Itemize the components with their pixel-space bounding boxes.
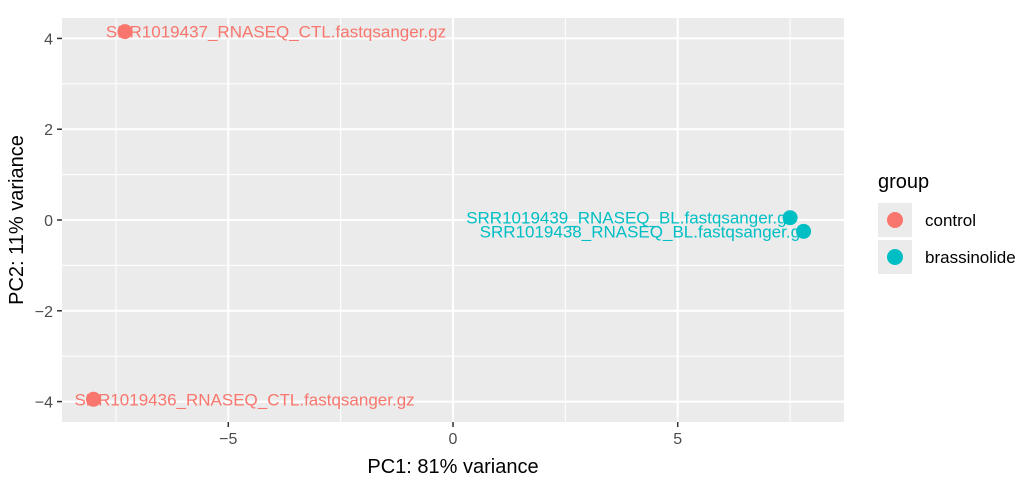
y-tick-label: −2 bbox=[35, 304, 53, 321]
legend-key-brassinolide bbox=[887, 249, 903, 265]
point-layer: SRR1019437_RNASEQ_CTL.fastqsanger.gz SRR1… bbox=[74, 23, 812, 409]
legend-title: group bbox=[878, 171, 929, 193]
legend-key-control bbox=[887, 212, 903, 228]
legend-label-control: control bbox=[925, 211, 976, 230]
data-point bbox=[782, 210, 798, 226]
point-label: SRR1019439_RNASEQ_BL.fastqsanger.gz bbox=[466, 209, 795, 228]
point-label: SRR1019437_RNASEQ_CTL.fastqsanger.gz bbox=[106, 23, 446, 42]
point-label: SRR1019436_RNASEQ_CTL.fastqsanger.gz bbox=[74, 390, 414, 409]
data-point bbox=[796, 223, 812, 239]
x-tick-label: 0 bbox=[449, 431, 458, 448]
data-point bbox=[85, 391, 101, 407]
y-tick-label: 0 bbox=[44, 213, 53, 230]
legend-entries: control brassinolide bbox=[878, 203, 1016, 274]
y-tick-label: 2 bbox=[44, 122, 53, 139]
x-tick-label: −5 bbox=[219, 431, 237, 448]
y-tick-label: 4 bbox=[44, 31, 53, 48]
grid-layer bbox=[62, 18, 844, 422]
x-tick-label: 5 bbox=[673, 431, 682, 448]
point-label: SRR1019438_RNASEQ_BL.fastqsanger.gz bbox=[480, 222, 809, 241]
axis-layer: −5 0 5 −4 −2 0 2 4 bbox=[35, 31, 683, 448]
y-axis-label: PC2: 11% variance bbox=[6, 135, 28, 305]
legend: group control brassinolide bbox=[878, 171, 1016, 274]
legend-label-brassinolide: brassinolide bbox=[925, 248, 1016, 267]
x-axis-label: PC1: 81% variance bbox=[367, 456, 538, 478]
y-tick-label: −4 bbox=[35, 395, 53, 412]
data-point bbox=[117, 24, 133, 40]
